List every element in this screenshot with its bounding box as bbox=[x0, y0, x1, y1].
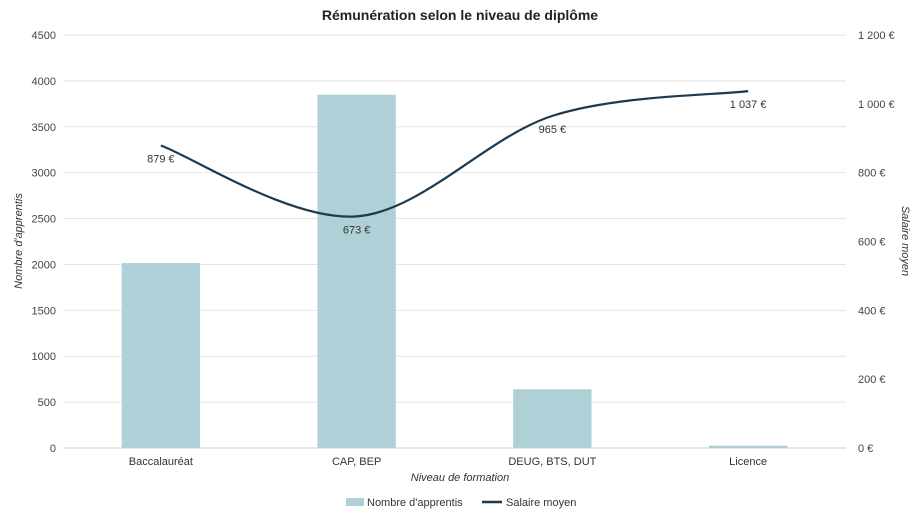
y2-tick-label: 200 € bbox=[858, 374, 886, 386]
y-tick-label: 3500 bbox=[32, 122, 56, 134]
x-axis-title: Niveau de formation bbox=[411, 472, 509, 484]
line-data-labels: 879 € 673 € 965 € 1 037 € bbox=[147, 99, 766, 236]
x-tick-label: Licence bbox=[729, 456, 767, 468]
y-tick-label: 0 bbox=[50, 443, 56, 455]
salaire-line bbox=[160, 90, 749, 218]
bar-1 bbox=[121, 263, 201, 448]
x-tick-label: Baccalauréat bbox=[129, 456, 193, 468]
y-axis-left-ticks: 0 500 1000 1500 2000 2500 3000 3500 4000 4500 bbox=[32, 30, 56, 455]
y-tick-label: 1000 bbox=[32, 351, 56, 363]
y2-tick-label: 600 € bbox=[858, 237, 886, 249]
bar-series bbox=[121, 94, 788, 449]
x-tick-label: CAP, BEP bbox=[332, 456, 381, 468]
y2-tick-label: 800 € bbox=[858, 168, 886, 180]
x-tick-label: DEUG, BTS, DUT bbox=[508, 456, 596, 468]
y-tick-label: 4500 bbox=[32, 30, 56, 42]
y-tick-label: 4000 bbox=[32, 76, 56, 88]
y2-tick-label: 400 € bbox=[858, 305, 886, 317]
y-tick-label: 2000 bbox=[32, 259, 56, 271]
line-data-label: 879 € bbox=[147, 153, 175, 165]
line-data-label: 1 037 € bbox=[730, 99, 767, 111]
line-data-label: 673 € bbox=[343, 224, 371, 236]
y2-tick-label: 0 € bbox=[858, 443, 873, 455]
chart-title: Rémunération selon le niveau de diplôme bbox=[322, 7, 598, 23]
legend-swatch-apprentis bbox=[346, 498, 364, 506]
bar-4 bbox=[708, 445, 788, 448]
y-tick-label: 3000 bbox=[32, 168, 56, 180]
y-tick-label: 1500 bbox=[32, 305, 56, 317]
bar-3 bbox=[513, 389, 592, 448]
y-axis-right-ticks: 0 € 200 € 400 € 600 € 800 € 1 000 € 1 200 € bbox=[858, 30, 895, 455]
y-tick-label: 2500 bbox=[32, 214, 56, 226]
y-axis-left-title: Nombre d'apprentis bbox=[13, 193, 25, 289]
legend-label-salaire: Salaire moyen bbox=[506, 497, 576, 509]
line-series bbox=[160, 90, 749, 218]
legend: Nombre d'apprentis Salaire moyen bbox=[346, 497, 576, 509]
line-data-label: 965 € bbox=[539, 124, 567, 136]
y-axis-right-title: Salaire moyen bbox=[899, 206, 911, 276]
legend-label-apprentis: Nombre d'apprentis bbox=[367, 497, 463, 509]
y2-tick-label: 1 200 € bbox=[858, 30, 895, 42]
y-tick-label: 500 bbox=[38, 397, 56, 409]
bar-2 bbox=[317, 94, 396, 449]
x-axis-ticks: Baccalauréat CAP, BEP DEUG, BTS, DUT Licenc… bbox=[129, 456, 767, 468]
y2-tick-label: 1 000 € bbox=[858, 99, 895, 111]
